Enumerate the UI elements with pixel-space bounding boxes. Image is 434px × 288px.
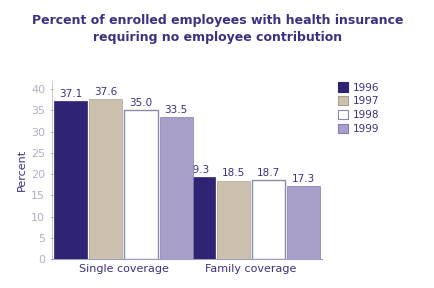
Bar bbox=[216, 181, 249, 259]
Bar bbox=[286, 186, 319, 259]
Bar bbox=[181, 177, 214, 259]
Text: 17.3: 17.3 bbox=[291, 174, 314, 183]
Legend: 1996, 1997, 1998, 1999: 1996, 1997, 1998, 1999 bbox=[337, 82, 378, 134]
Text: 37.1: 37.1 bbox=[59, 89, 82, 99]
Text: 33.5: 33.5 bbox=[164, 105, 187, 115]
Bar bbox=[89, 99, 122, 259]
Y-axis label: Percent: Percent bbox=[17, 149, 27, 191]
Text: 19.3: 19.3 bbox=[186, 165, 209, 175]
Bar bbox=[54, 101, 87, 259]
Bar bbox=[124, 110, 157, 259]
Bar bbox=[251, 180, 284, 259]
Text: 35.0: 35.0 bbox=[129, 98, 152, 108]
Bar bbox=[159, 117, 192, 259]
Text: Percent of enrolled employees with health insurance
requiring no employee contri: Percent of enrolled employees with healt… bbox=[32, 14, 402, 44]
Text: 37.6: 37.6 bbox=[94, 87, 117, 97]
Text: 18.7: 18.7 bbox=[256, 168, 279, 178]
Text: 18.5: 18.5 bbox=[221, 168, 244, 179]
